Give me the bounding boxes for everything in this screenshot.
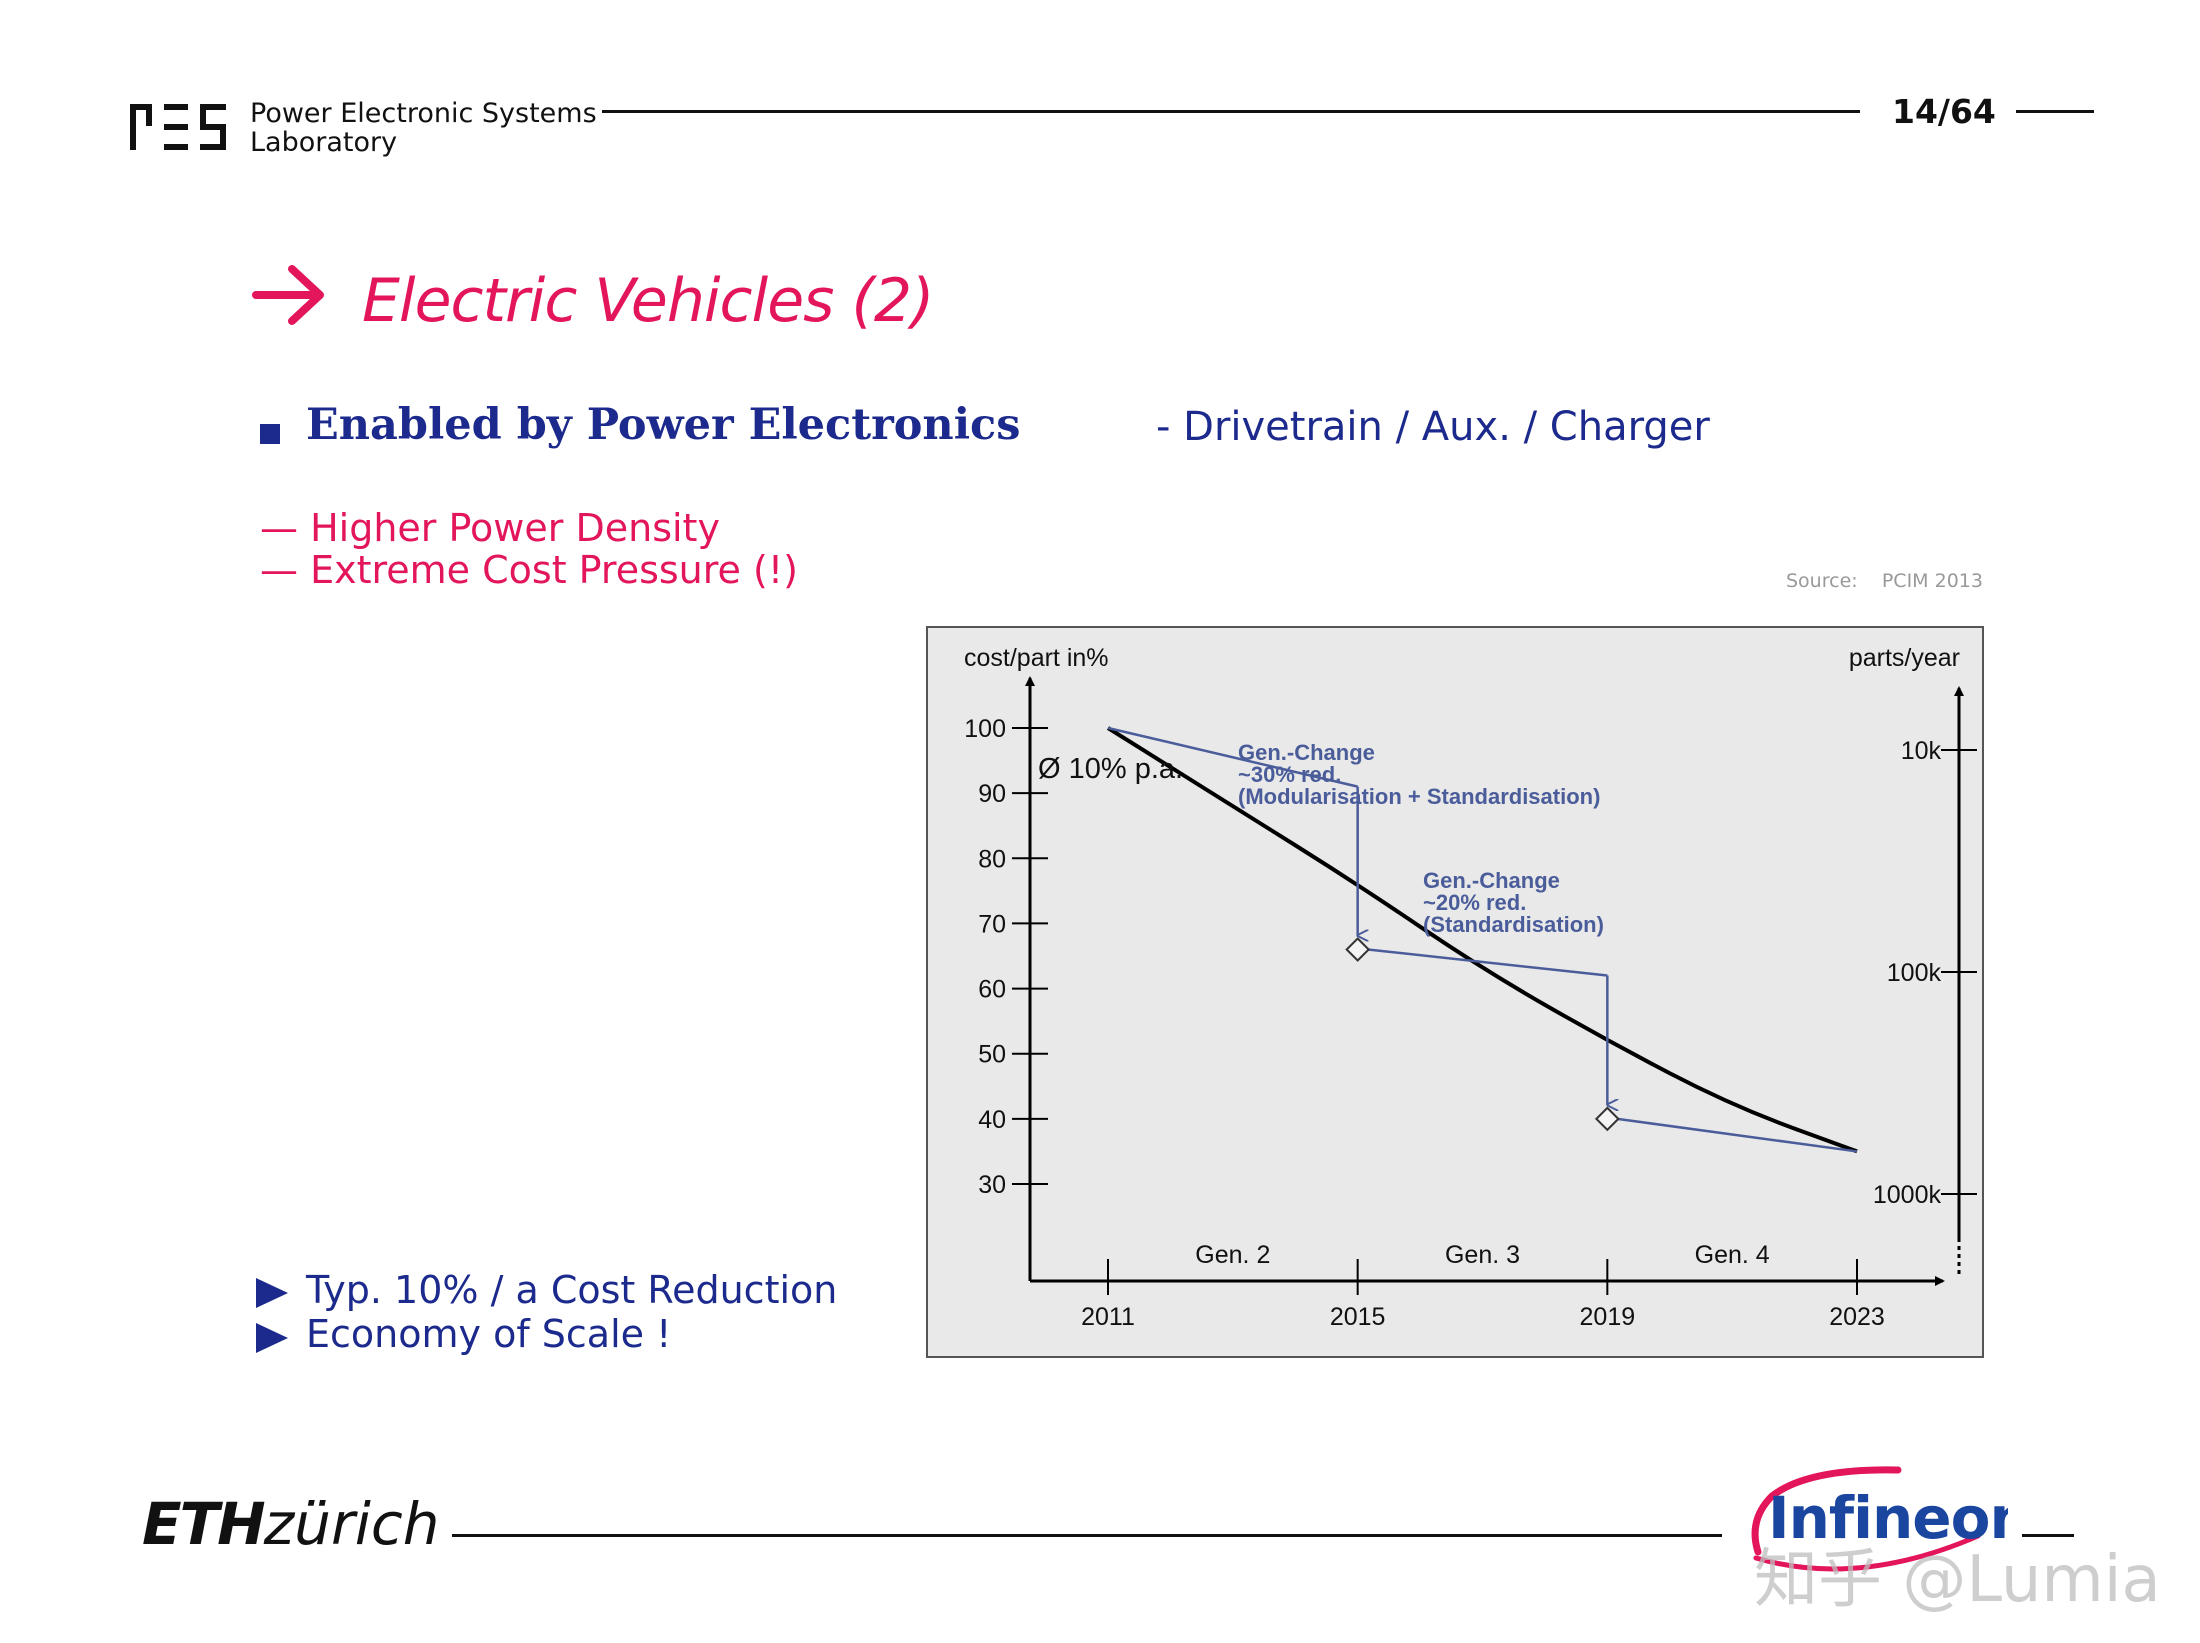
sub-point-power-density: — Higher Power Density bbox=[260, 506, 720, 550]
triangle-bullet-icon bbox=[256, 1323, 288, 1353]
y2-tick-label: 10k bbox=[1901, 737, 1942, 765]
footer-rule bbox=[452, 1534, 1722, 1537]
infineon-logo: Infineon bbox=[1751, 1466, 2008, 1572]
gen-change-annotation: ~30% red. bbox=[1238, 762, 1341, 787]
source-label: Source: bbox=[1786, 570, 1858, 592]
trend-line bbox=[1106, 726, 1858, 1154]
generation-label: Gen. 3 bbox=[1445, 1241, 1520, 1269]
generation-label: Gen. 4 bbox=[1695, 1241, 1770, 1269]
header-rule bbox=[602, 110, 1860, 113]
arrow-right-icon bbox=[252, 265, 324, 325]
gen3-cost-line bbox=[1367, 948, 1608, 977]
y2-axis-title: parts/year bbox=[1849, 644, 1960, 672]
lab-name: Power Electronic Systems bbox=[250, 98, 597, 129]
y-axis-title: cost/part in% bbox=[964, 644, 1109, 672]
cost-chart: cost/part in% parts/year 100 90 80 70 60 50 40 30… bbox=[964, 644, 1977, 1331]
y-tick-label: 60 bbox=[978, 976, 1006, 1004]
page-number: 14/64 bbox=[1892, 92, 1996, 131]
gen-change-annotation: Gen.-Change bbox=[1423, 868, 1560, 893]
eth-zurich-logo: ETHzürich bbox=[142, 1490, 440, 1558]
pes-logo bbox=[130, 104, 226, 150]
chart-panel: cost/part in% parts/year 100 90 80 70 60 50 40 30… bbox=[926, 626, 1984, 1358]
diamond-marker bbox=[1345, 937, 1371, 962]
conclusion-economy-of-scale: Economy of Scale ! bbox=[306, 1312, 672, 1356]
heading-rest: - Drivetrain / Aux. / Charger bbox=[1156, 404, 1710, 450]
x-tick-label: 2019 bbox=[1580, 1303, 1636, 1331]
gen-change-annotation: (Modularisation + Standardisation) bbox=[1238, 784, 1600, 809]
y-tick-label: 90 bbox=[978, 780, 1006, 808]
watermark: 知乎 @Lumia bbox=[1754, 1543, 2161, 1617]
gen-change-annotation: (Standardisation) bbox=[1423, 912, 1604, 937]
x-tick-label: 2011 bbox=[1081, 1303, 1135, 1331]
generation-label: Gen. 2 bbox=[1195, 1241, 1270, 1269]
eth-logo-rest: zürich bbox=[263, 1490, 440, 1558]
y-tick-label: 80 bbox=[978, 845, 1006, 873]
heading-bold: Enabled by Power Electronics bbox=[306, 400, 1021, 450]
x-tick-label: 2023 bbox=[1829, 1303, 1885, 1331]
y-tick-label: 40 bbox=[978, 1106, 1006, 1134]
gen-change-annotation: ~20% red. bbox=[1423, 890, 1526, 915]
infineon-wordmark: Infineon bbox=[1768, 1484, 2008, 1552]
x-tick-label: 2015 bbox=[1330, 1303, 1386, 1331]
triangle-bullet-icon bbox=[256, 1278, 288, 1308]
trend-label: Ø 10% p.a. bbox=[1038, 753, 1183, 785]
gen4-cost-line bbox=[1617, 1117, 1858, 1153]
slide-title: Electric Vehicles (2) bbox=[362, 266, 934, 336]
y-tick-label: 70 bbox=[978, 910, 1006, 938]
y-tick-label: 50 bbox=[978, 1041, 1006, 1069]
sub-point-cost-pressure: — Extreme Cost Pressure (!) bbox=[260, 548, 798, 592]
conclusion-cost-reduction: Typ. 10% / a Cost Reduction bbox=[306, 1268, 838, 1312]
source-value: PCIM 2013 bbox=[1881, 570, 1983, 592]
gen2-cost-line bbox=[1107, 726, 1358, 788]
footer-rule-right bbox=[2022, 1534, 2074, 1537]
lab-name-2: Laboratory bbox=[250, 127, 398, 158]
header-rule-right bbox=[2016, 110, 2094, 113]
diamond-marker bbox=[1594, 1106, 1620, 1132]
eth-logo-bold: ETH bbox=[142, 1490, 266, 1558]
source-note: Source: PCIM 2013 bbox=[1786, 570, 1983, 592]
y-tick-label: 30 bbox=[978, 1171, 1006, 1199]
y-tick-label: 100 bbox=[964, 715, 1006, 743]
y2-tick-label: 1000k bbox=[1873, 1181, 1942, 1209]
gen-change-annotation: Gen.-Change bbox=[1238, 740, 1375, 765]
bullet-square-icon bbox=[260, 424, 280, 444]
y2-tick-label: 100k bbox=[1887, 959, 1942, 987]
